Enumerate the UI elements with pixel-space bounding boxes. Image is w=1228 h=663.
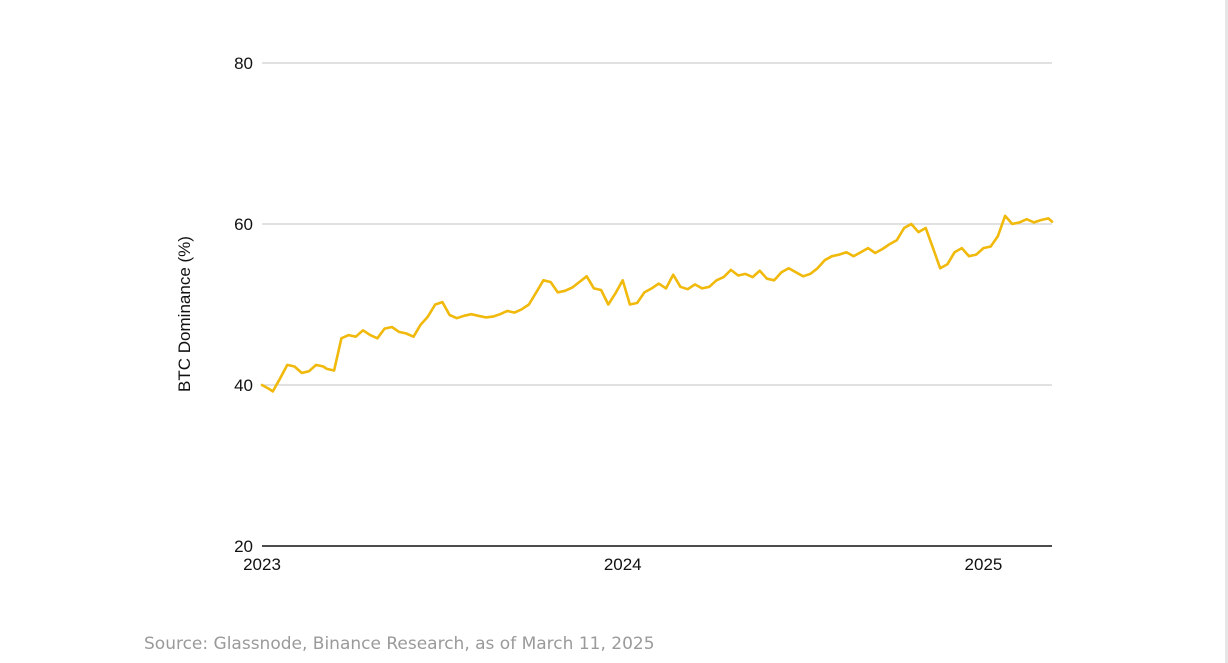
- y-axis-title: BTC Dominance (%): [175, 236, 194, 392]
- y-tick-label: 20: [234, 537, 253, 556]
- x-tick-label: 2025: [965, 555, 1003, 574]
- x-tick-label: 2024: [604, 555, 642, 574]
- x-tick-label: 2023: [243, 555, 281, 574]
- page-edge: [1225, 0, 1228, 663]
- x-axis: 2023 2024 2025: [243, 545, 1052, 574]
- gridlines: [262, 62, 1052, 386]
- series-group: [260, 214, 1054, 393]
- y-tick-label: 60: [234, 215, 253, 234]
- y-tick-label: 80: [234, 54, 253, 73]
- series-line: [260, 214, 1054, 393]
- y-tick-label: 40: [234, 376, 253, 395]
- source-note: Source: Glassnode, Binance Research, as …: [144, 634, 655, 654]
- y-axis: 80 60 40 20: [234, 54, 253, 556]
